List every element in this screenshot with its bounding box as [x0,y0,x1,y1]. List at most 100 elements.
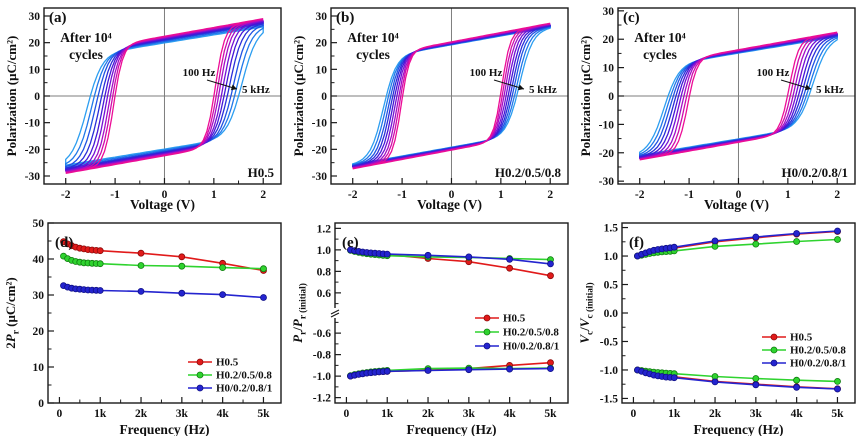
svg-text:1.0: 1.0 [317,245,332,257]
svg-text:H0/0.2/0.8/1: H0/0.2/0.8/1 [782,165,848,180]
svg-text:(d): (d) [55,235,73,251]
svg-text:-30: -30 [312,171,328,183]
svg-text:(f): (f) [629,235,644,251]
svg-text:(b): (b) [336,10,354,26]
panel-d-line-chart: 0 1k 2k 3k 4k 5k 50 40 30 20 10 0 Frequency (Hz) 2Pr … [3,218,282,436]
svg-text:-1: -1 [684,189,694,201]
svg-text:3k: 3k [750,408,763,420]
svg-text:H0/0.2/0.8/1: H0/0.2/0.8/1 [790,358,846,370]
svg-text:-30: -30 [599,176,615,188]
svg-text:Voltage (V): Voltage (V) [130,197,195,212]
svg-text:Frequency (Hz): Frequency (Hz) [119,422,209,436]
svg-text:5k: 5k [544,408,557,420]
svg-text:0.0: 0.0 [604,308,619,320]
svg-text:4k: 4k [791,408,804,420]
svg-text:10: 10 [316,64,328,76]
svg-text:1.0: 1.0 [604,251,619,263]
svg-text:3k: 3k [176,408,189,420]
svg-text:-10: -10 [312,118,328,130]
svg-text:5k: 5k [831,408,844,420]
svg-text:0: 0 [631,408,637,420]
svg-text:-1.2: -1.2 [313,393,331,405]
svg-text:Frequency (Hz): Frequency (Hz) [406,422,496,436]
svg-text:Polarization (μC/cm²): Polarization (μC/cm²) [578,36,593,157]
svg-text:H0/0.2/0.8/1: H0/0.2/0.8/1 [216,383,272,395]
svg-text:H0.5: H0.5 [503,313,526,325]
svg-text:-0.6: -0.6 [313,328,331,340]
svg-text:1k: 1k [94,408,107,420]
svg-text:10: 10 [29,64,41,76]
svg-text:After 10⁴: After 10⁴ [60,30,111,45]
svg-text:0: 0 [34,91,40,103]
svg-text:30: 30 [316,11,328,23]
svg-text:H0.5: H0.5 [790,332,813,344]
svg-text:After 10⁴: After 10⁴ [347,30,398,45]
svg-text:1: 1 [785,189,791,201]
svg-text:10: 10 [33,362,45,374]
svg-text:-2: -2 [348,189,358,201]
svg-text:Polarization (μC/cm²): Polarization (μC/cm²) [4,36,19,157]
svg-text:-20: -20 [312,144,328,156]
svg-text:H0.2/0.5/0.8: H0.2/0.5/0.8 [216,370,272,382]
svg-text:(e): (e) [342,235,359,251]
svg-text:0: 0 [449,189,455,201]
svg-text:1: 1 [498,189,504,201]
svg-text:Voltage (V): Voltage (V) [704,197,769,212]
svg-text:20: 20 [316,38,328,50]
svg-text:20: 20 [603,34,615,46]
svg-text:3k: 3k [463,408,476,420]
svg-text:1.5: 1.5 [604,223,619,235]
svg-text:-0.5: -0.5 [600,336,618,348]
svg-text:0: 0 [321,91,327,103]
svg-text:2k: 2k [135,408,148,420]
svg-text:0: 0 [162,189,168,201]
svg-text:-20: -20 [599,148,615,160]
svg-text:50: 50 [33,218,45,230]
svg-text:2k: 2k [709,408,722,420]
svg-text:cycles: cycles [356,47,390,62]
svg-text:30: 30 [603,6,615,18]
svg-text:Frequency (Hz): Frequency (Hz) [693,422,783,436]
svg-text:5 kHz: 5 kHz [242,84,270,96]
svg-text:-2: -2 [635,189,645,201]
svg-text:Voltage (V): Voltage (V) [417,197,482,212]
svg-text:2Pr (μC/cm²): 2Pr (μC/cm²) [3,277,21,348]
svg-text:(c): (c) [623,10,640,26]
svg-text:5 kHz: 5 kHz [529,84,557,96]
svg-text:-1: -1 [397,189,407,201]
svg-text:H0.5: H0.5 [216,357,239,369]
panel-f-line-chart: 0 1k 2k 3k 4k 5k 1.5 1.0 0.5 0.0 -0.5 -1.0 -1.5 Frequ… [577,222,856,436]
svg-text:0: 0 [57,408,63,420]
svg-text:-0.8: -0.8 [313,350,331,362]
svg-text:100 Hz: 100 Hz [757,67,790,79]
svg-text:0.6: 0.6 [317,288,332,300]
svg-text:-1: -1 [110,189,120,201]
svg-text:40: 40 [33,254,45,266]
svg-text:-20: -20 [25,144,41,156]
svg-text:30: 30 [29,11,41,23]
svg-text:-1.0: -1.0 [313,371,331,383]
svg-text:-10: -10 [599,119,615,131]
svg-text:0: 0 [38,398,44,410]
svg-text:After 10⁴: After 10⁴ [634,30,685,45]
svg-text:1: 1 [211,189,217,201]
svg-text:-10: -10 [25,118,41,130]
svg-text:cycles: cycles [69,47,103,62]
svg-text:2k: 2k [422,408,435,420]
svg-text:0.8: 0.8 [317,266,332,278]
svg-text:-30: -30 [25,171,41,183]
svg-text:20: 20 [29,38,41,50]
svg-text:0: 0 [344,408,350,420]
svg-text:0.5: 0.5 [604,280,619,292]
svg-text:H0.2/0.5/0.8: H0.2/0.5/0.8 [503,327,559,339]
panel-e-line-chart: 0 1k 2k 3k 4k 5k 1.2 1.0 0.8 0.6 -0.6 -0.8 -1.0 -1.2 F… [290,222,569,436]
svg-text:5 kHz: 5 kHz [816,84,844,96]
svg-text:1k: 1k [668,408,681,420]
svg-text:10: 10 [603,63,615,75]
svg-text:Vc/Vc (initial): Vc/Vc (initial) [577,282,595,343]
svg-text:4k: 4k [217,408,230,420]
svg-text:H0/0.2/0.8/1: H0/0.2/0.8/1 [503,341,559,353]
svg-text:100 Hz: 100 Hz [470,67,503,79]
svg-text:Pr/Pr (initial): Pr/Pr (initial) [290,283,308,343]
